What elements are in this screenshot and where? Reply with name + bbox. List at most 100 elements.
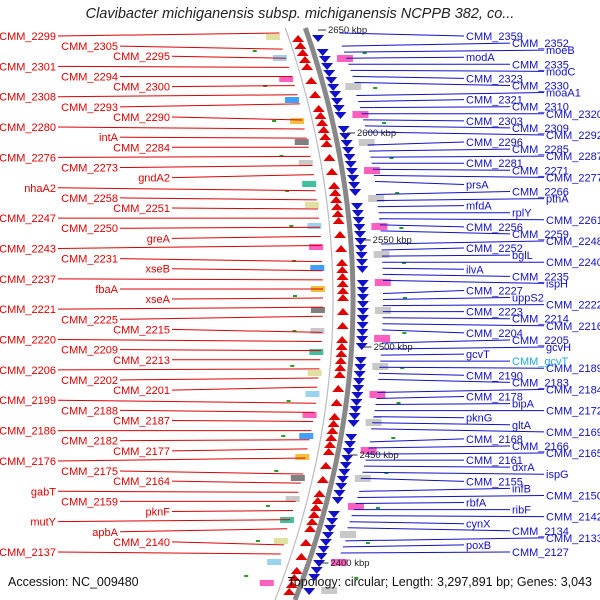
- forward-gene-label[interactable]: CMM_2301: [0, 61, 56, 73]
- reverse-gene-label[interactable]: infB: [512, 483, 531, 495]
- reverse-gene-label[interactable]: ispH: [546, 278, 568, 290]
- forward-gene-label[interactable]: mutY: [30, 517, 56, 529]
- reverse-gene-label[interactable]: CMM_2281: [466, 158, 523, 170]
- reverse-gene-label[interactable]: CMM_2296: [466, 137, 523, 149]
- forward-gene-label[interactable]: gabT: [31, 486, 56, 498]
- reverse-gene-label[interactable]: CMM_2303: [466, 116, 523, 128]
- reverse-gene-label[interactable]: CMM_2352: [512, 38, 569, 50]
- forward-gene-label[interactable]: CMM_2273: [61, 163, 118, 175]
- forward-gene-label[interactable]: CMM_2159: [61, 496, 118, 508]
- forward-gene-label[interactable]: CMM_2251: [113, 203, 170, 215]
- forward-gene-label[interactable]: CMM_2237: [0, 274, 56, 286]
- forward-gene-label[interactable]: CMM_2140: [113, 537, 170, 549]
- forward-gene-label[interactable]: gndA2: [138, 173, 170, 185]
- reverse-gene-label[interactable]: CMM_2240: [546, 257, 600, 269]
- forward-gene-label[interactable]: CMM_2215: [113, 324, 170, 336]
- reverse-gene-label[interactable]: CMM_2330: [512, 80, 569, 92]
- forward-gene-label[interactable]: CMM_2284: [113, 142, 170, 154]
- forward-gene-label[interactable]: CMM_2231: [61, 254, 118, 266]
- forward-gene-label[interactable]: xseB: [146, 264, 170, 276]
- reverse-gene-label[interactable]: CMM_2271: [512, 165, 569, 177]
- reverse-gene-label[interactable]: bglL: [512, 250, 533, 262]
- forward-gene-label[interactable]: CMM_2294: [61, 71, 118, 83]
- reverse-gene-label[interactable]: CMM_2277: [546, 172, 600, 184]
- forward-gene-label[interactable]: CMM_2176: [0, 456, 56, 468]
- reverse-gene-label[interactable]: CMM_2222: [546, 300, 600, 312]
- reverse-gene-label[interactable]: CMM_2172: [546, 406, 600, 418]
- forward-gene-label[interactable]: CMM_2243: [0, 243, 56, 255]
- reverse-gene-label[interactable]: dxrA: [512, 462, 535, 474]
- reverse-gene-label[interactable]: cynX: [466, 519, 491, 531]
- reverse-gene-label[interactable]: pknG: [466, 413, 492, 425]
- forward-gene-label[interactable]: CMM_2299: [0, 31, 56, 43]
- reverse-gene-label[interactable]: modC: [546, 66, 575, 78]
- reverse-gene-label[interactable]: CMM_2214: [512, 314, 569, 326]
- forward-gene-label[interactable]: CMM_2221: [0, 304, 56, 316]
- reverse-gene-label[interactable]: moeB: [546, 45, 575, 57]
- forward-gene-label[interactable]: CMM_2202: [61, 375, 118, 387]
- forward-gene-label[interactable]: CMM_2175: [61, 466, 118, 478]
- forward-gene-label[interactable]: CMM_2201: [113, 385, 170, 397]
- forward-gene-label[interactable]: CMM_2209: [61, 345, 118, 357]
- reverse-gene-label[interactable]: CMM_2287: [546, 151, 600, 163]
- forward-gene-label[interactable]: CMM_2300: [113, 82, 170, 94]
- forward-gene-label[interactable]: CMM_2220: [0, 335, 56, 347]
- reverse-gene-label[interactable]: CMM_2134: [512, 526, 569, 538]
- reverse-gene-label[interactable]: ispG: [546, 469, 569, 481]
- reverse-gene-label[interactable]: ribF: [512, 505, 531, 517]
- reverse-gene-label[interactable]: CMM_2216: [546, 321, 600, 333]
- reverse-gene-label[interactable]: CMM_2189: [546, 363, 600, 375]
- reverse-gene-label[interactable]: CMM_2261: [546, 215, 600, 227]
- reverse-gene-label[interactable]: CMM_2166: [512, 441, 569, 453]
- forward-gene-label[interactable]: CMM_2305: [61, 41, 118, 53]
- forward-gene-label[interactable]: CMM_2199: [0, 395, 56, 407]
- reverse-gene-label[interactable]: CMM_2127: [512, 547, 569, 559]
- reverse-gene-label[interactable]: CMM_2266: [512, 187, 569, 199]
- reverse-gene-label[interactable]: mfdA: [466, 201, 492, 213]
- reverse-gene-label[interactable]: CMM_2248: [546, 236, 600, 248]
- forward-gene-label[interactable]: xseA: [146, 294, 171, 306]
- reverse-gene-label[interactable]: CMM_2223: [466, 307, 523, 319]
- reverse-gene-label[interactable]: CMM_2310: [512, 102, 569, 114]
- reverse-gene-label[interactable]: gltA: [512, 420, 532, 432]
- forward-gene-label[interactable]: CMM_2206: [0, 365, 56, 377]
- forward-gene-label[interactable]: CMM_2276: [0, 152, 56, 164]
- forward-gene-label[interactable]: CMM_2295: [113, 51, 170, 63]
- forward-gene-label[interactable]: CMM_2186: [0, 426, 56, 438]
- reverse-gene-label[interactable]: CMM_2235: [512, 271, 569, 283]
- forward-gene-label[interactable]: CMM_2187: [113, 415, 170, 427]
- forward-gene-label[interactable]: CMM_2177: [113, 446, 170, 458]
- reverse-gene-label[interactable]: CMM_2168: [466, 434, 523, 446]
- forward-gene-label[interactable]: fbaA: [95, 284, 118, 296]
- reverse-gene-label[interactable]: CMM_2292: [546, 130, 600, 142]
- forward-gene-label[interactable]: CMM_2182: [61, 436, 118, 448]
- reverse-gene-label[interactable]: ilvA: [466, 264, 484, 276]
- reverse-gene-label[interactable]: CMM_2321: [466, 95, 523, 107]
- reverse-gene-label[interactable]: poxB: [466, 540, 491, 552]
- reverse-gene-label[interactable]: CMM_2169: [546, 427, 600, 439]
- forward-gene-label[interactable]: CMM_2188: [61, 405, 118, 417]
- forward-gene-label[interactable]: greA: [147, 233, 171, 245]
- forward-gene-label[interactable]: CMM_2137: [0, 547, 56, 559]
- reverse-gene-label[interactable]: CMM_2183: [512, 377, 569, 389]
- reverse-gene-label[interactable]: CMM_2133: [546, 533, 600, 545]
- reverse-gene-label[interactable]: CMM_2259: [512, 229, 569, 241]
- reverse-gene-label[interactable]: CMM_gcvT: [512, 356, 569, 368]
- forward-gene-label[interactable]: CMM_2293: [61, 102, 118, 114]
- reverse-gene-label[interactable]: pthA: [546, 194, 569, 206]
- reverse-gene-label[interactable]: CMM_2309: [512, 123, 569, 135]
- reverse-gene-label[interactable]: CMM_2155: [466, 476, 523, 488]
- reverse-gene-label[interactable]: CMM_2256: [466, 222, 523, 234]
- reverse-gene-label[interactable]: rplY: [512, 208, 532, 220]
- reverse-gene-label[interactable]: CMM_2190: [466, 370, 523, 382]
- reverse-gene-label[interactable]: CMM_2285: [512, 144, 569, 156]
- forward-gene-label[interactable]: CMM_2280: [0, 122, 56, 134]
- forward-gene-label[interactable]: apbA: [92, 527, 118, 539]
- reverse-gene-label[interactable]: CMM_2320: [546, 109, 600, 121]
- reverse-gene-label[interactable]: CMM_2142: [546, 512, 600, 524]
- forward-gene-label[interactable]: CMM_2250: [61, 223, 118, 235]
- reverse-gene-label[interactable]: CMM_2227: [466, 285, 523, 297]
- reverse-gene-label[interactable]: bipA: [512, 399, 535, 411]
